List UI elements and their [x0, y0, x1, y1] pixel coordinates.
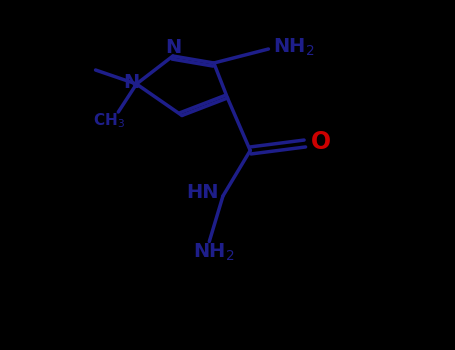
- Text: CH$_3$: CH$_3$: [93, 111, 125, 130]
- Text: N: N: [123, 73, 139, 92]
- Text: NH$_2$: NH$_2$: [273, 37, 314, 58]
- Text: NH$_2$: NH$_2$: [193, 241, 235, 262]
- Text: N: N: [165, 38, 181, 57]
- Text: O: O: [311, 130, 331, 154]
- Text: HN: HN: [186, 183, 219, 202]
